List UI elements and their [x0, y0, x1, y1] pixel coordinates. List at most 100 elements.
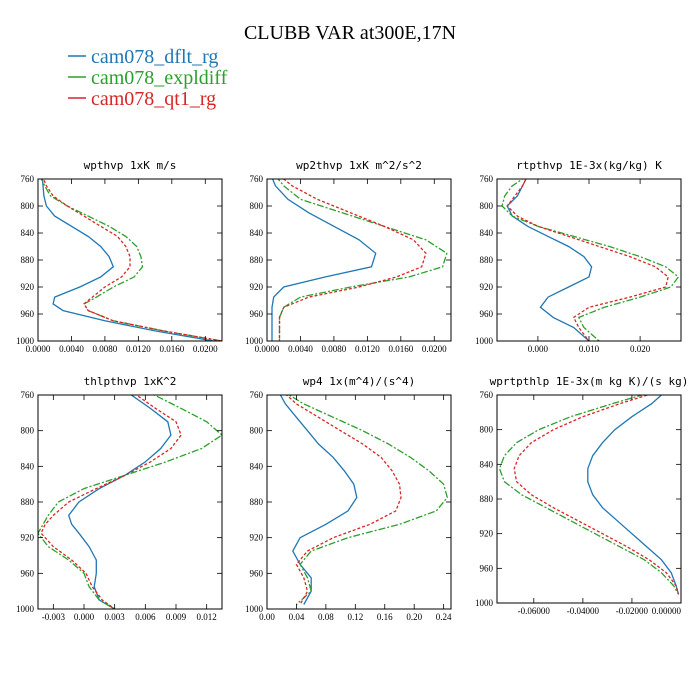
plot-frame	[266, 394, 452, 610]
series-line	[285, 395, 402, 605]
x-tick-label: 0.08	[318, 612, 334, 622]
x-tick-label: 0.0040	[288, 344, 313, 354]
series-line	[41, 179, 214, 341]
y-tick-label: 960	[21, 309, 35, 319]
y-tick-label: 760	[21, 174, 35, 184]
y-tick-label: 920	[250, 282, 264, 292]
x-tick-label: 0.006	[135, 612, 156, 622]
y-tick-label: 800	[21, 426, 35, 436]
x-tick-label: 0.20	[406, 612, 422, 622]
y-tick-label: 960	[250, 568, 264, 578]
x-tick-label: 0.0160	[159, 344, 184, 354]
x-tick-label: 0.003	[105, 612, 126, 622]
y-tick-label: 1000	[245, 604, 264, 614]
x-tick-label: 0.04	[289, 612, 305, 622]
y-tick-label: 960	[250, 309, 264, 319]
series-line	[587, 395, 680, 595]
panel-title: wp4 1x(m^4)/(s^4)	[303, 375, 416, 388]
x-tick-label: 0.0120	[126, 344, 151, 354]
series-line	[271, 179, 377, 341]
series-group	[40, 179, 222, 341]
series-line	[67, 395, 172, 609]
y-tick-label: 880	[21, 255, 35, 265]
panel-4: wp4 1x(m^4)/(s^4)76080084088092096010000…	[245, 375, 452, 622]
series-group	[498, 395, 680, 595]
panel-5: wprtpthlp 1E-3x(m kg K)/(s kg) 760 800 840 8…	[475, 375, 688, 616]
y-tick-label: 840	[21, 461, 35, 471]
y-tick-label: 920	[21, 533, 35, 543]
y-tick-label: 880	[480, 255, 494, 265]
series-group	[38, 395, 222, 609]
y-tick-label: 920	[250, 533, 264, 543]
y-tick-label: 760	[480, 174, 494, 184]
plot-frame	[496, 178, 682, 342]
panel-0: wpthvp 1xK m/s76080084088092096010000.00…	[16, 159, 223, 354]
panel-title: wprtpthlp 1E-3x(m kg K)/(s kg)	[490, 375, 689, 388]
y-tick-label: 800	[21, 201, 35, 211]
panel-title: rtpthvp 1E-3x(kg/kg) K	[516, 159, 662, 172]
y-tick-label: 760	[250, 174, 264, 184]
x-tick-label: 0.0120	[355, 344, 380, 354]
series-line	[498, 395, 680, 595]
x-tick-label: 0.0000	[26, 344, 51, 354]
legend-entry-1: cam078_expldiff	[68, 67, 228, 89]
y-tick-label: 960	[21, 568, 35, 578]
y-tick-label: 760	[250, 390, 264, 400]
x-tick-label: 0.0080	[93, 344, 118, 354]
x-tick-label: 0.0040	[59, 344, 84, 354]
panel-title: wp2thvp 1xK m^2/s^2	[296, 159, 422, 172]
y-tick-label: 920	[480, 529, 494, 539]
panels: wpthvp 1xK m/s76080084088092096010000.00…	[16, 159, 688, 622]
series-line	[40, 395, 182, 609]
series-line	[506, 179, 593, 341]
y-tick-label: 880	[250, 255, 264, 265]
plot-frame	[496, 394, 682, 604]
y-tick-label: 840	[21, 228, 35, 238]
y-tick-label: 960	[480, 563, 494, 573]
x-tick-label: 0.000	[528, 344, 549, 354]
series-line	[40, 179, 222, 341]
panel-title: wpthvp 1xK m/s	[84, 159, 177, 172]
series-line	[38, 395, 222, 609]
x-tick-label: 0.010	[579, 344, 600, 354]
legend-label: cam078_dflt_rg	[91, 46, 218, 68]
series-line	[278, 179, 427, 341]
x-tick-label: -0.02000	[616, 606, 649, 616]
y-tick-label: 840	[480, 459, 494, 469]
series-line	[506, 179, 669, 341]
series-group	[279, 395, 449, 605]
x-tick-label: -0.003	[42, 612, 66, 622]
x-tick-label: 0.0200	[422, 344, 447, 354]
x-tick-label: 0.00	[259, 612, 275, 622]
plot-frame	[37, 394, 223, 610]
x-tick-label: 0.00000	[652, 606, 682, 616]
panel-2: rtpthvp 1E-3x(kg/kg) K 760 800 840 880 920 960…	[475, 159, 682, 354]
y-tick-label: 840	[250, 461, 264, 471]
x-tick-label: 0.16	[377, 612, 393, 622]
series-line	[287, 395, 449, 605]
y-tick-label: 800	[250, 426, 264, 436]
y-tick-label: 840	[480, 228, 494, 238]
x-tick-label: 0.0200	[193, 344, 218, 354]
y-tick-label: 1000	[245, 336, 264, 346]
y-tick-label: 920	[21, 282, 35, 292]
y-tick-label: 880	[21, 497, 35, 507]
y-tick-label: 1000	[475, 598, 494, 608]
y-tick-label: 920	[480, 282, 494, 292]
y-tick-label: 840	[250, 228, 264, 238]
series-group	[271, 179, 448, 341]
y-tick-label: 800	[480, 201, 494, 211]
y-tick-label: 1000	[475, 336, 494, 346]
x-tick-label: -0.06000	[518, 606, 551, 616]
series-line	[277, 179, 448, 341]
y-tick-label: 760	[480, 390, 494, 400]
x-tick-label: 0.0160	[388, 344, 413, 354]
series-line	[42, 179, 222, 341]
x-tick-label: 0.12	[347, 612, 363, 622]
series-line	[501, 179, 680, 341]
legend-entry-2: cam078_qt1_rg	[68, 88, 216, 110]
legend-label: cam078_qt1_rg	[91, 88, 216, 110]
y-tick-label: 960	[480, 309, 494, 319]
x-tick-label: -0.04000	[567, 606, 600, 616]
